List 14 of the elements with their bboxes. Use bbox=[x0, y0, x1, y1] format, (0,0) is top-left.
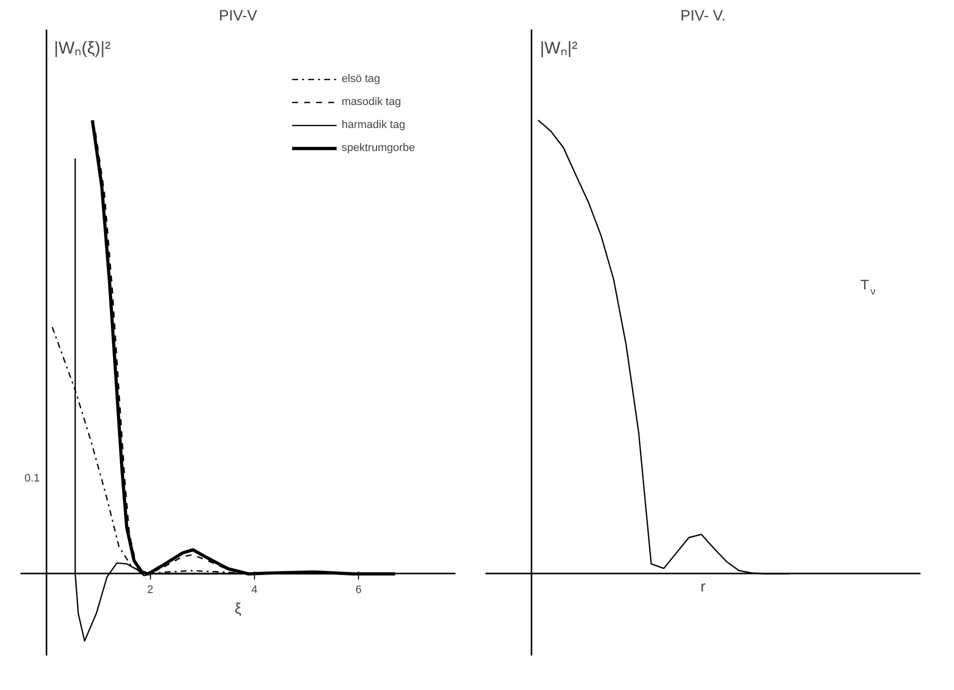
x-tick-label: 4 bbox=[251, 584, 258, 596]
chart-title: PIV- V. bbox=[680, 8, 726, 24]
legend-label: elsö tag bbox=[342, 73, 380, 85]
x-axis-title: r bbox=[700, 578, 706, 596]
chart-title: PIV-V bbox=[218, 8, 258, 24]
legend-label: spektrumgorbe bbox=[342, 142, 415, 154]
y-axis-title: |Wₙ(ξ)|² bbox=[54, 38, 111, 58]
legend-label: harmadik tag bbox=[342, 119, 406, 131]
x-axis-title: ξ bbox=[234, 600, 242, 618]
annotation: 0.1 bbox=[24, 472, 40, 484]
x-tick-label: 6 bbox=[356, 584, 362, 596]
x-tick-label: 2 bbox=[147, 584, 154, 596]
y-axis-title: |Wₙ|² bbox=[540, 38, 578, 58]
legend-label: masodik tag bbox=[342, 96, 401, 108]
